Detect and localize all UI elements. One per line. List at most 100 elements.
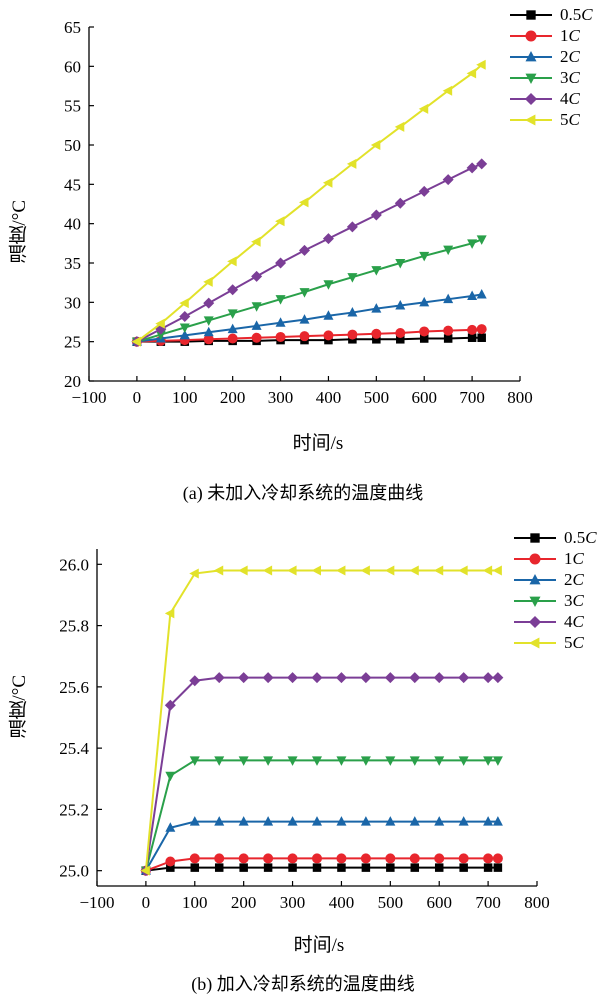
data-point-2C [385, 816, 396, 826]
legend-label: 2 [560, 47, 569, 66]
legend-label: 5 [560, 110, 569, 129]
legend-label: 1 [560, 26, 569, 45]
legend-marker-0.5C [526, 10, 536, 20]
data-point-2C [238, 816, 249, 826]
data-point-2C [263, 816, 274, 826]
legend-marker-shape [526, 10, 536, 20]
legend-unit: C [572, 570, 584, 589]
series-line-3C [136, 238, 483, 343]
data-point-3C [189, 756, 200, 766]
data-point-2C [336, 816, 347, 826]
data-point-0.5C [372, 335, 381, 344]
data-point-2C [323, 310, 334, 320]
data-point-1C [443, 325, 454, 336]
data-point-2C [214, 816, 225, 826]
x-tick-label: 300 [268, 388, 294, 407]
series-3C [131, 235, 487, 348]
data-point-5C [466, 68, 477, 79]
data-point-4C [251, 270, 263, 282]
legend-unit: C [568, 110, 580, 129]
data-point-5C [131, 336, 141, 347]
data-point-2C [299, 314, 310, 324]
data-point-1C [483, 853, 494, 864]
data-point-3C [323, 280, 334, 290]
data-point-2C [165, 822, 176, 832]
data-point-1C [360, 853, 371, 864]
x-tick-label: 700 [475, 893, 501, 912]
data-point-5C [384, 565, 395, 576]
data-point-4C [442, 174, 454, 186]
series-line-1C [136, 328, 482, 343]
data-point-5C [227, 256, 237, 267]
data-point-5C [360, 565, 370, 576]
data-point-1C [467, 324, 478, 335]
series-line-4C [136, 162, 483, 343]
legend-marker-0.5C [530, 533, 540, 543]
series-line-0.5C [136, 336, 482, 343]
chart-a-caption: (a) 未加入冷却系统的温度曲线 [182, 483, 424, 503]
data-point-2C [189, 816, 200, 826]
legend-unit: C [572, 612, 584, 631]
data-point-3C [179, 323, 190, 334]
data-point-4C [466, 162, 478, 174]
data-point-1C [251, 332, 262, 343]
data-point-1C [409, 853, 420, 864]
data-point-1C [214, 853, 225, 864]
data-point-4C [394, 197, 406, 209]
data-point-0.5C [396, 335, 405, 344]
data-point-3C [458, 756, 469, 766]
data-point-3C [483, 756, 494, 766]
data-point-5C [370, 140, 381, 150]
data-point-4C [287, 672, 299, 684]
legend-marker-4C [524, 92, 538, 106]
chart-a-ylabel: 温度/°C [9, 200, 30, 264]
data-point-4C [189, 675, 201, 687]
data-point-2C [287, 816, 298, 826]
data-point-2C [434, 816, 445, 826]
legend-label: 4 [560, 89, 569, 108]
data-point-3C [360, 756, 371, 766]
chart-a-plot: −100 0 100 200 300 400 500 600 700 800 20 25 30 35 40 4… [64, 18, 533, 407]
data-point-0.5C [467, 333, 477, 342]
axes: −100 0 100 200 300 400 500 600 700 800 25.0 25.2 25.… [59, 549, 550, 912]
data-point-0.5C [337, 863, 346, 872]
data-point-1C [287, 853, 298, 864]
chart-a: −100 0 100 200 300 400 500 600 700 800 20 25 30 35 40 4… [9, 5, 593, 503]
data-point-4C [433, 672, 445, 684]
x-tick-label: 800 [524, 893, 550, 912]
data-point-5C [287, 565, 297, 576]
legend-unit: C [581, 5, 593, 24]
data-point-0.5C [459, 863, 468, 872]
data-point-5C [275, 216, 285, 227]
legend-marker-shape [530, 533, 540, 543]
chart-b-caption: (b) 加入冷却系统的温度曲线 [191, 974, 415, 994]
series-3C [140, 756, 503, 877]
data-point-3C [299, 288, 310, 298]
data-point-3C [263, 756, 274, 766]
legend-unit: C [568, 26, 580, 45]
data-point-1C [458, 853, 469, 864]
data-point-2C [251, 320, 262, 330]
series-2C [131, 288, 487, 346]
data-point-1C [189, 853, 200, 864]
data-point-4C [476, 158, 488, 170]
x-tick-label: 500 [364, 388, 390, 407]
legend-unit: C [572, 633, 584, 652]
data-point-1C [434, 853, 445, 864]
data-point-2C [409, 816, 420, 826]
data-point-4C [360, 672, 372, 684]
data-point-3C [409, 756, 420, 766]
data-point-0.5C [361, 863, 371, 872]
y-tick-label: 25.4 [59, 739, 89, 758]
y-tick-label: 25 [64, 333, 81, 352]
data-point-5C [482, 565, 493, 576]
data-point-3C [312, 756, 322, 766]
data-point-0.5C [263, 863, 273, 872]
data-point-2C [360, 816, 371, 826]
data-point-3C [214, 756, 225, 766]
legend-marker-shape [525, 50, 537, 62]
legend-label: 2 [564, 570, 573, 589]
data-point-0.5C [419, 334, 429, 343]
data-point-2C [483, 816, 494, 826]
data-point-0.5C [239, 863, 248, 872]
